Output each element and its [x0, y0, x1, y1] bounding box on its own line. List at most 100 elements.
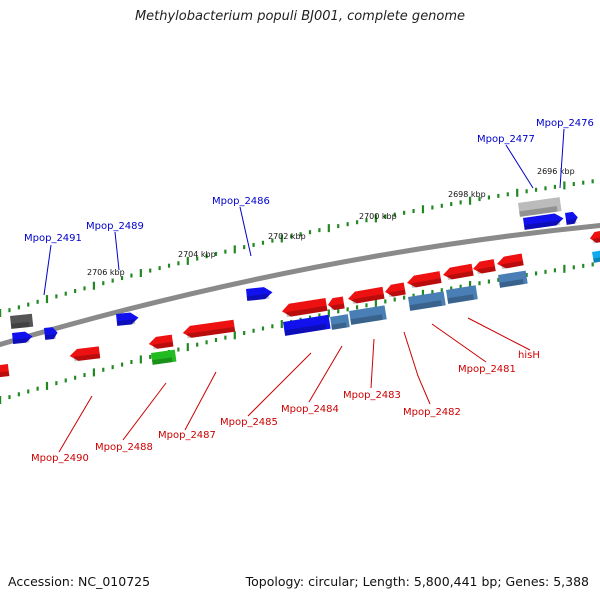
gene-mpop-2491[interactable]: [44, 327, 58, 340]
scale-tick: [271, 324, 274, 329]
scale-tick: [393, 212, 396, 217]
scale-tick: [421, 289, 425, 298]
scale-tick: [591, 262, 594, 267]
scale-tick: [478, 197, 481, 202]
scale-tick: [271, 238, 274, 243]
gene-red-c[interactable]: [327, 296, 345, 311]
gene-red-b[interactable]: [384, 282, 406, 298]
gene-blue-mid[interactable]: [283, 314, 331, 336]
gene-labels: Mpop_2476 Mpop_2477 Mpop_2486 Mpop_2489 …: [24, 118, 594, 464]
gene-steel-a[interactable]: [498, 270, 528, 288]
gene-mpop-2481-red[interactable]: [442, 263, 474, 281]
scale-labels: 2696 kbp 2698 kbp 2700 kbp 2702 kbp 2704…: [87, 167, 575, 277]
gene-blue-edge[interactable]: [12, 331, 33, 344]
scale-tick: [365, 303, 368, 308]
gene-pseudo-gray[interactable]: [518, 197, 562, 217]
scale-tick: [431, 290, 434, 295]
scale-tick: [27, 389, 30, 394]
scale-tick: [261, 326, 265, 331]
gene-label-mpop-2484[interactable]: Mpop_2484: [281, 404, 339, 415]
gene-label-mpop-2483[interactable]: Mpop_2483: [343, 390, 401, 401]
scale-tick: [74, 289, 77, 294]
scale-tick: [205, 254, 208, 259]
gene-label-mpop-2488[interactable]: Mpop_2488: [95, 442, 153, 453]
scale-tick: [92, 281, 95, 290]
leader-line-mpop-2490: [58, 395, 93, 453]
leader-lines: [43, 128, 565, 453]
gene-mpop-2487-red[interactable]: [182, 319, 236, 339]
gene-red-edge[interactable]: [0, 364, 10, 378]
gene-red-a[interactable]: [472, 259, 496, 275]
gene-mpop-2477[interactable]: [523, 212, 564, 230]
scale-tick: [64, 291, 67, 296]
gene-green[interactable]: [151, 349, 177, 365]
gene-steel-e[interactable]: [330, 314, 350, 330]
scale-tick: [83, 373, 86, 378]
scale-label-2696: 2696 kbp: [537, 167, 575, 176]
scale-tick: [487, 279, 491, 284]
gene-red-right-edge[interactable]: [589, 230, 600, 244]
gene-mpop-2489[interactable]: [116, 312, 139, 326]
scale-tick: [346, 222, 349, 227]
gene-label-mpop-2491[interactable]: Mpop_2491: [24, 233, 82, 244]
gene-mpop-2476[interactable]: [565, 211, 579, 225]
gene-steel-d[interactable]: [349, 305, 387, 325]
gene-label-mpop-2489[interactable]: Mpop_2489: [86, 221, 144, 232]
gene-mpop-2484-red[interactable]: [281, 297, 328, 318]
gene-label-mpop-2486[interactable]: Mpop_2486: [212, 196, 270, 207]
gene-label-mpop-2485[interactable]: Mpop_2485: [220, 417, 278, 428]
gene-mpop-2486[interactable]: [246, 286, 273, 301]
scale-tick: [102, 281, 105, 286]
gene-hish-red[interactable]: [496, 253, 524, 270]
scale-tick: [92, 368, 95, 377]
map-title: Methylobacterium populi BJ001, complete …: [134, 9, 466, 24]
gene-label-mpop-2482[interactable]: Mpop_2482: [403, 407, 461, 418]
gene-steel-b[interactable]: [446, 285, 478, 304]
leader-line-mpop-2491: [43, 244, 52, 296]
scale-tick: [534, 187, 538, 192]
gene-steel-c[interactable]: [408, 291, 446, 311]
gene-mpop-2490-red[interactable]: [69, 346, 101, 362]
scale-label-2702: 2702 kbp: [268, 232, 306, 241]
scale-tick: [497, 193, 500, 198]
scale-tick: [337, 309, 340, 314]
gene-cyan-edge[interactable]: [592, 249, 600, 263]
leader-line-mpop-2489: [114, 231, 120, 271]
gene-label-mpop-2476[interactable]: Mpop_2476: [536, 118, 594, 129]
leader-line-mpop-2488: [122, 382, 167, 441]
gene-label-mpop-2490[interactable]: Mpop_2490: [31, 453, 89, 464]
scale-tick: [0, 396, 2, 404]
scale-tick: [487, 195, 491, 200]
gene-label-mpop-2487[interactable]: Mpop_2487: [158, 430, 216, 441]
gene-pseudo-darkgray[interactable]: [10, 313, 34, 329]
scale-tick: [308, 315, 312, 320]
gene-mpop-2488-red[interactable]: [148, 334, 174, 350]
scale-tick: [403, 210, 406, 215]
scale-tick: [374, 214, 377, 223]
scale-tick: [299, 232, 302, 237]
scale-tick: [308, 230, 312, 235]
scale-tick: [403, 295, 406, 300]
gene-label-mpop-2477[interactable]: Mpop_2477: [477, 134, 535, 145]
leader-line-mpop-2482: [403, 331, 431, 405]
scale-tick: [525, 189, 528, 194]
scale-tick: [149, 354, 152, 359]
scale-tick: [64, 378, 67, 383]
scale-tick: [149, 268, 152, 273]
scale-tick: [544, 269, 547, 274]
scale-tick: [327, 309, 330, 318]
gene-label-hish[interactable]: hisH: [518, 350, 540, 361]
scale-tick: [393, 297, 396, 302]
scale-tick: [139, 355, 142, 364]
scale-tick: [74, 375, 77, 380]
leader-line-mpop-2476: [559, 128, 565, 189]
gene-mpop-2483-red[interactable]: [347, 286, 385, 305]
scale-tick: [450, 202, 453, 207]
scale-tick: [563, 181, 566, 190]
gene-label-mpop-2481[interactable]: Mpop_2481: [458, 364, 516, 375]
scale-tick: [243, 245, 246, 250]
scale-tick: [346, 307, 349, 312]
gene-mpop-2482-red[interactable]: [406, 271, 442, 289]
scale-tick: [384, 299, 387, 304]
